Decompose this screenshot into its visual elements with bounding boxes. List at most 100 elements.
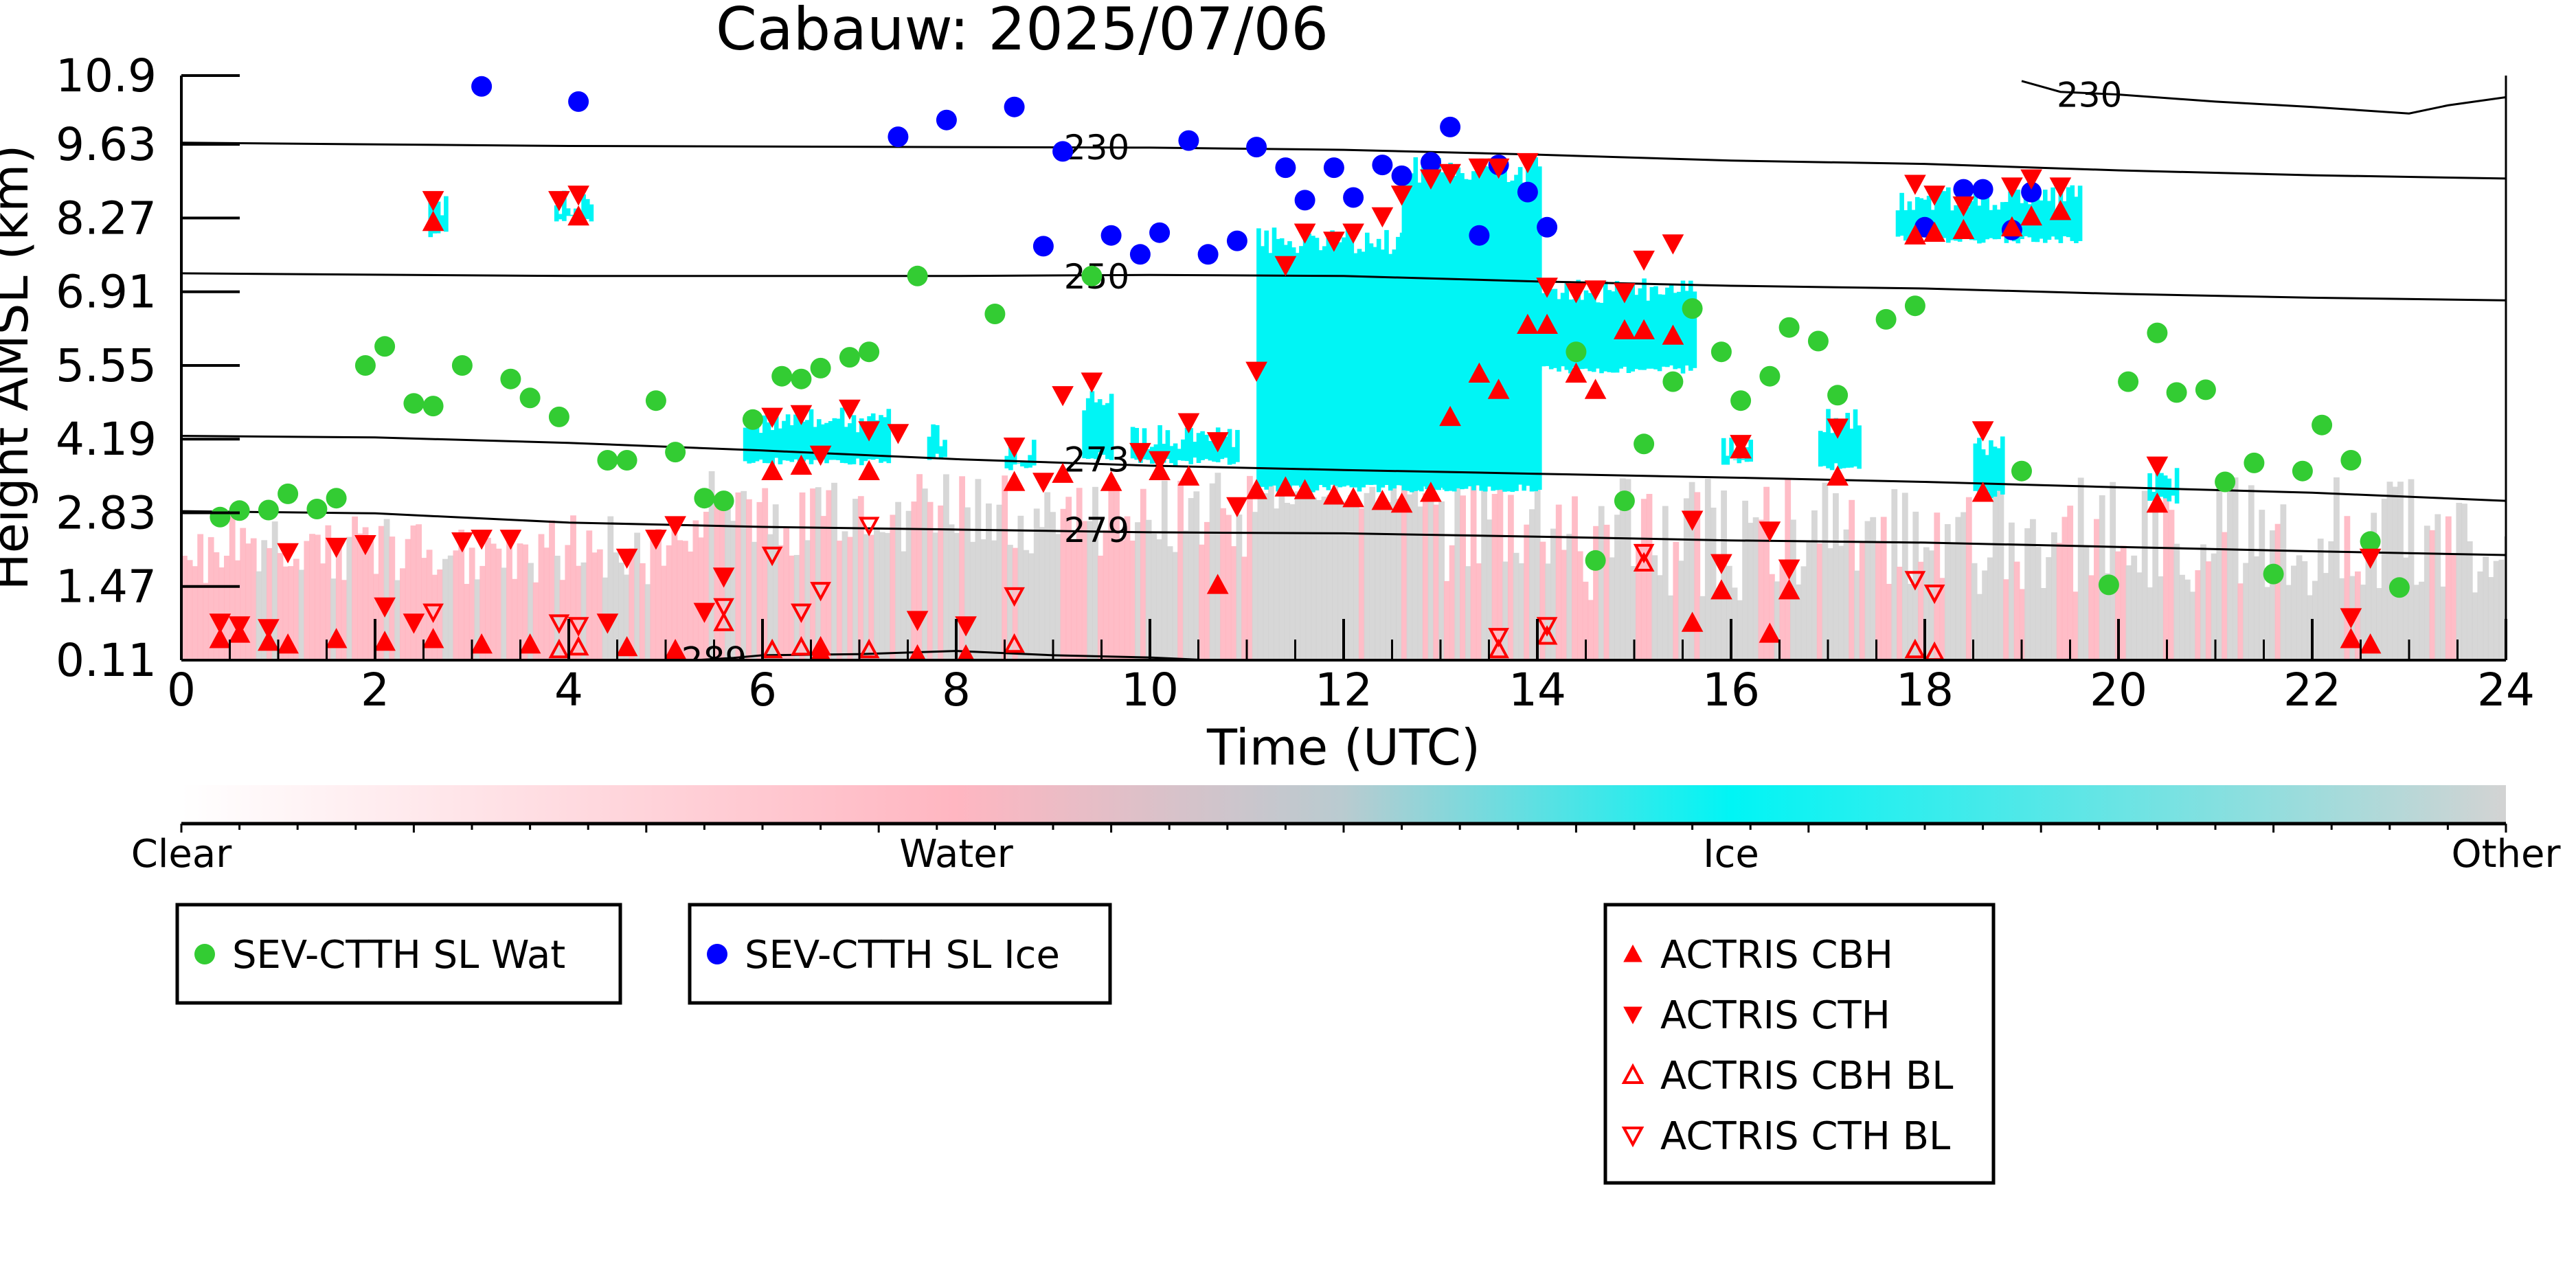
data-point xyxy=(1904,224,1926,245)
cloud-column xyxy=(1662,506,1669,660)
data-point xyxy=(1293,223,1316,244)
ice-column xyxy=(440,215,445,231)
ice-column xyxy=(581,194,586,218)
contour-label: 279 xyxy=(1064,510,1129,550)
ice-column xyxy=(1467,179,1473,486)
cloud-column xyxy=(1135,522,1141,660)
ice-column xyxy=(1268,253,1273,487)
ice-column xyxy=(1692,291,1697,368)
cloud-column xyxy=(1704,478,1711,660)
data-point xyxy=(1778,579,1800,600)
cloud-column xyxy=(810,488,816,660)
ice-column xyxy=(1688,280,1693,371)
cloud-column xyxy=(309,534,315,660)
data-point xyxy=(1226,230,1247,251)
ice-column xyxy=(1725,455,1730,465)
ice-column xyxy=(1614,281,1620,373)
cloud-column xyxy=(1353,501,1359,660)
cloud-column xyxy=(1300,493,1307,660)
data-point xyxy=(839,347,860,368)
data-point xyxy=(1807,330,1829,352)
data-point xyxy=(1536,617,1558,637)
data-point xyxy=(858,517,880,536)
ice-column xyxy=(1016,463,1021,464)
cloud-column xyxy=(1241,556,1247,660)
x-tick-label: 14 xyxy=(1509,664,1566,716)
cloud-column xyxy=(1550,528,1557,660)
data-point xyxy=(374,631,396,651)
data-point xyxy=(1972,179,1993,200)
cloud-column xyxy=(1311,497,1317,660)
cloud-column xyxy=(181,556,188,660)
cloud-column xyxy=(799,492,806,660)
ice-column xyxy=(1495,166,1500,490)
cloud-column xyxy=(2200,544,2206,660)
ice-column xyxy=(1895,210,1901,237)
cloud-column xyxy=(1390,486,1397,660)
data-point xyxy=(209,613,231,634)
data-point xyxy=(2195,379,2216,400)
cloud-column xyxy=(2392,486,2399,660)
cloud-column xyxy=(661,565,667,660)
data-point xyxy=(664,638,686,659)
data-point xyxy=(422,628,444,648)
data-point xyxy=(2098,574,2119,596)
data-point xyxy=(1390,185,1413,206)
data-point xyxy=(1004,96,1025,117)
ice-column xyxy=(1264,230,1269,490)
ice-column xyxy=(1173,443,1178,466)
data-point xyxy=(2292,460,2313,482)
ice-column xyxy=(1684,291,1689,366)
cloud-column xyxy=(1710,508,1717,660)
ice-column xyxy=(569,214,574,216)
ice-column xyxy=(1196,433,1201,463)
y-tick-label: 6.91 xyxy=(56,266,157,319)
ice-column xyxy=(785,414,791,461)
ice-column xyxy=(1326,237,1331,490)
legend-actris: ACTRIS CBH ACTRIS CTH ACTRIS CBH BL ACTRIS … xyxy=(1603,903,1996,1185)
cloud-column xyxy=(1401,484,1408,660)
ice-column xyxy=(1200,431,1205,460)
data-point xyxy=(1952,196,1975,217)
cloud-column xyxy=(1737,600,1743,660)
data-point xyxy=(810,641,831,660)
cloud-column xyxy=(2381,499,2388,660)
cloud-column xyxy=(1625,479,1631,660)
data-point xyxy=(1923,585,1945,605)
ice-column xyxy=(1405,178,1410,491)
ice-column xyxy=(2023,185,2029,236)
ice-column xyxy=(1607,290,1612,372)
cloud-column xyxy=(1673,541,1680,660)
data-point xyxy=(1759,521,1781,542)
ice-column xyxy=(1483,166,1488,492)
data-point xyxy=(210,506,231,528)
cloud-column xyxy=(1619,478,1626,660)
cloud-column xyxy=(2280,504,2287,660)
cloud-column xyxy=(2056,543,2063,660)
cloud-column xyxy=(298,569,305,660)
ice-column xyxy=(2043,190,2048,243)
cloud-column xyxy=(2338,578,2345,660)
cloud-column xyxy=(868,534,875,660)
ice-column xyxy=(1491,167,1495,491)
ice-column xyxy=(1899,192,1904,236)
ice-column xyxy=(1283,245,1289,492)
cloud-column xyxy=(1827,548,1834,660)
ice-column xyxy=(1212,440,1217,462)
cloud-column xyxy=(1002,475,1008,660)
legend-label: ACTRIS CTH BL xyxy=(1660,1114,1950,1159)
cloud-column xyxy=(1572,496,1578,660)
data-point xyxy=(1614,319,1636,339)
ice-column xyxy=(1580,300,1585,370)
ice-column xyxy=(782,420,787,461)
ice-column xyxy=(1741,458,1745,460)
cloud-column xyxy=(591,552,598,660)
ice-column xyxy=(1376,238,1381,493)
ice-column xyxy=(2020,203,2024,239)
cloud-column xyxy=(1177,480,1184,660)
cloud-column xyxy=(2312,580,2318,660)
ice-column xyxy=(1634,295,1639,370)
cloud-column xyxy=(1433,504,1440,660)
ice-column xyxy=(1977,438,1982,492)
ice-column xyxy=(1630,282,1635,372)
